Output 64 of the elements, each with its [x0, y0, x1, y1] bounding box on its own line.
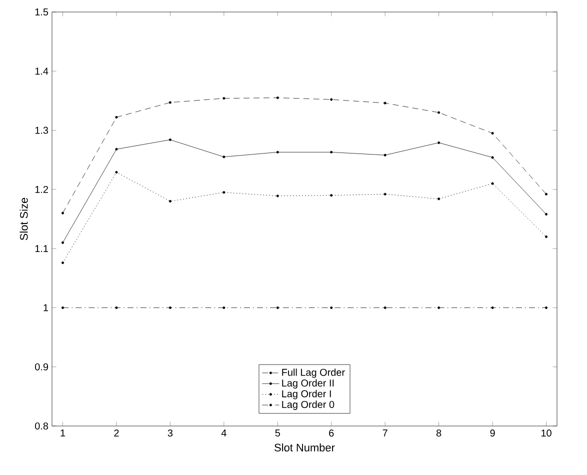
- point: [61, 261, 64, 264]
- point: [438, 198, 440, 200]
- point: [384, 154, 386, 156]
- x-tick-label: 7: [382, 430, 388, 436]
- point: [276, 194, 279, 198]
- point: [115, 170, 118, 174]
- x-tick-label: 3: [168, 430, 173, 437]
- legend-label: Full Lag Order: [282, 368, 345, 378]
- point: [330, 150, 333, 154]
- point: [544, 235, 548, 238]
- y-tick-label: 0.8: [35, 422, 48, 430]
- point: [491, 156, 494, 159]
- point: [276, 96, 279, 100]
- point: [544, 212, 548, 216]
- point: [276, 306, 279, 310]
- point: [222, 191, 226, 194]
- x-tick-label: 4: [221, 430, 226, 436]
- point: [330, 98, 333, 101]
- x-tick-label: 1: [60, 430, 66, 436]
- point: [168, 138, 172, 142]
- point: [491, 132, 494, 135]
- x-tick-label: 6: [329, 430, 334, 437]
- x-tick-label: 9: [490, 430, 495, 437]
- point: [330, 194, 333, 197]
- legend-label: Lag Order 0: [282, 400, 334, 410]
- x-tick-label: 5: [275, 430, 280, 436]
- y-tick-label: 1.1: [35, 245, 48, 252]
- y-tick-label: 1.4: [35, 68, 48, 75]
- point: [544, 306, 548, 310]
- x-tick-label: 8: [436, 430, 442, 437]
- point: [491, 182, 494, 185]
- point: [544, 192, 548, 196]
- point: [438, 306, 440, 310]
- point: [115, 148, 118, 151]
- x-tick-label: 2: [114, 430, 119, 436]
- point: [438, 111, 440, 114]
- point: [438, 141, 440, 144]
- point: [491, 306, 494, 310]
- point: [168, 101, 172, 104]
- point: [222, 97, 226, 100]
- point: [222, 306, 226, 310]
- point: [276, 150, 279, 154]
- point: [384, 102, 386, 104]
- x-tick-label: 10: [541, 430, 552, 437]
- point: [115, 116, 118, 119]
- point: [384, 192, 386, 196]
- y-tick-label: 1.3: [35, 126, 48, 134]
- point: [168, 200, 172, 203]
- y-tick-label: 1: [44, 304, 48, 312]
- point: [330, 306, 333, 310]
- point: [61, 306, 64, 310]
- point: [115, 306, 118, 310]
- point: [222, 156, 226, 158]
- y-tick-label: 1.5: [35, 8, 48, 16]
- y-tick-label: 1.2: [35, 186, 48, 193]
- legend-label: Lag Order I: [282, 390, 331, 400]
- y-tick-label: 0.9: [35, 363, 48, 370]
- legend-label: Lag Order II: [282, 379, 334, 389]
- y-axis-title: Slot Size: [20, 198, 28, 240]
- point: [168, 306, 172, 310]
- point: [61, 241, 64, 244]
- point: [61, 212, 64, 214]
- point: [384, 306, 386, 310]
- x-axis-title: Slot Number: [274, 443, 335, 452]
